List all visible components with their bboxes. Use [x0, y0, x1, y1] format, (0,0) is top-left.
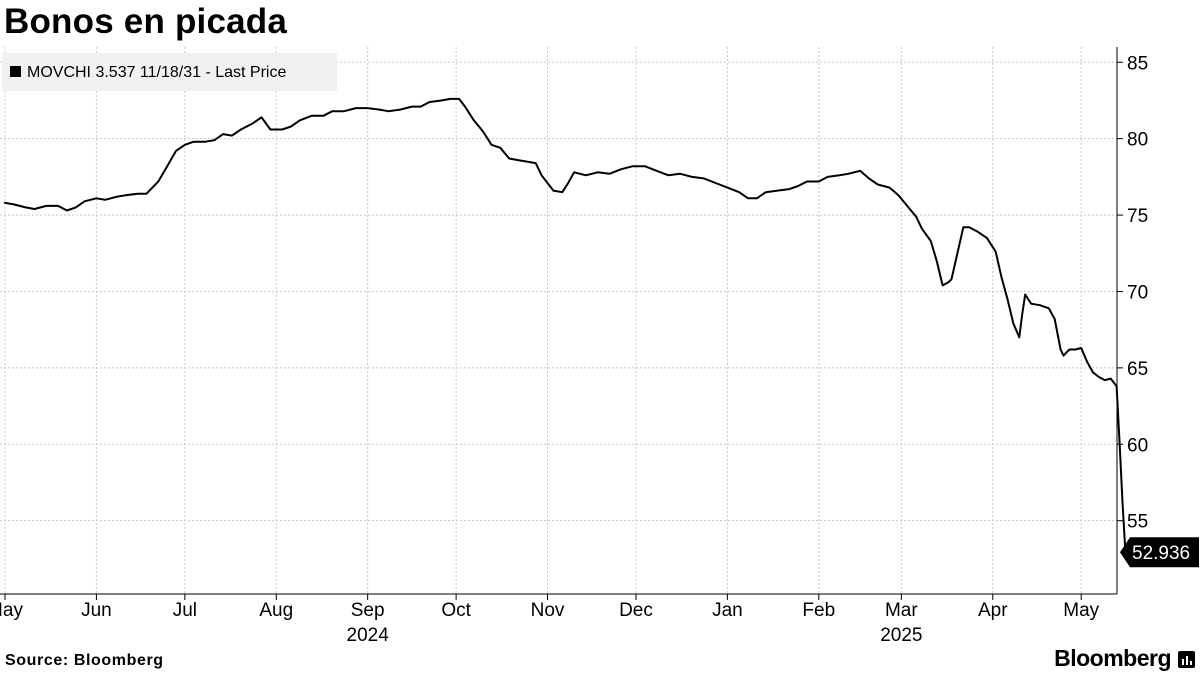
legend-entry-label: MOVCHI 3.537 11/18/31 - Last Price	[27, 64, 286, 81]
axes	[0, 47, 1123, 600]
source-note: Source: Bloomberg	[5, 652, 164, 669]
x-tick-label: May	[1063, 600, 1099, 621]
gridlines	[0, 47, 1117, 594]
x-tick-label: Sep	[351, 600, 385, 621]
x-tick-label: Aug	[259, 600, 293, 621]
x-tick-label: Mar	[885, 600, 918, 621]
y-tick-labels: 55 60 65 70 75 80 85	[1127, 53, 1148, 532]
chart-title: Bonos en picada	[4, 2, 288, 41]
x-tick-label: Apr	[978, 600, 1008, 621]
bloomberg-terminal-icon	[1178, 651, 1195, 668]
x-tick-label: Dec	[619, 600, 653, 621]
series-line	[4, 97, 1127, 554]
bloomberg-logo: Bloomberg	[1054, 645, 1195, 672]
y-tick-label: 75	[1127, 206, 1148, 227]
x-tick-label: Nov	[531, 600, 565, 621]
legend-swatch	[10, 66, 21, 77]
x-tick-label: Jul	[173, 600, 197, 621]
series-layer	[4, 97, 1127, 554]
last-value-label: 52.936	[1132, 543, 1190, 564]
x-tick-label: Jan	[712, 600, 743, 621]
y-tick-label: 70	[1127, 282, 1148, 303]
y-tick-label: 80	[1127, 130, 1148, 151]
x-tick-label: Feb	[802, 600, 835, 621]
x-tick-label: Jun	[81, 600, 112, 621]
y-tick-label: 55	[1127, 512, 1148, 533]
year-label: 2025	[880, 625, 922, 646]
x-tick-label: Oct	[441, 600, 471, 621]
last-value-badge	[1120, 537, 1199, 568]
x-tick-label: May	[0, 600, 23, 621]
y-tick-label: 85	[1127, 53, 1148, 74]
x-tick-labels: May Jun Jul Aug Sep Oct Nov Dec Jan Feb Mar Apr May 2…	[0, 600, 1100, 646]
year-label: 2024	[347, 625, 390, 646]
y-tick-label: 60	[1127, 435, 1148, 456]
last-value-tag: 52.936	[1120, 537, 1199, 568]
legend: MOVCHI 3.537 11/18/31 - Last Price	[2, 53, 337, 91]
y-tick-label: 65	[1127, 359, 1148, 380]
legend-background	[2, 53, 337, 91]
brand-name: Bloomberg	[1054, 645, 1171, 671]
